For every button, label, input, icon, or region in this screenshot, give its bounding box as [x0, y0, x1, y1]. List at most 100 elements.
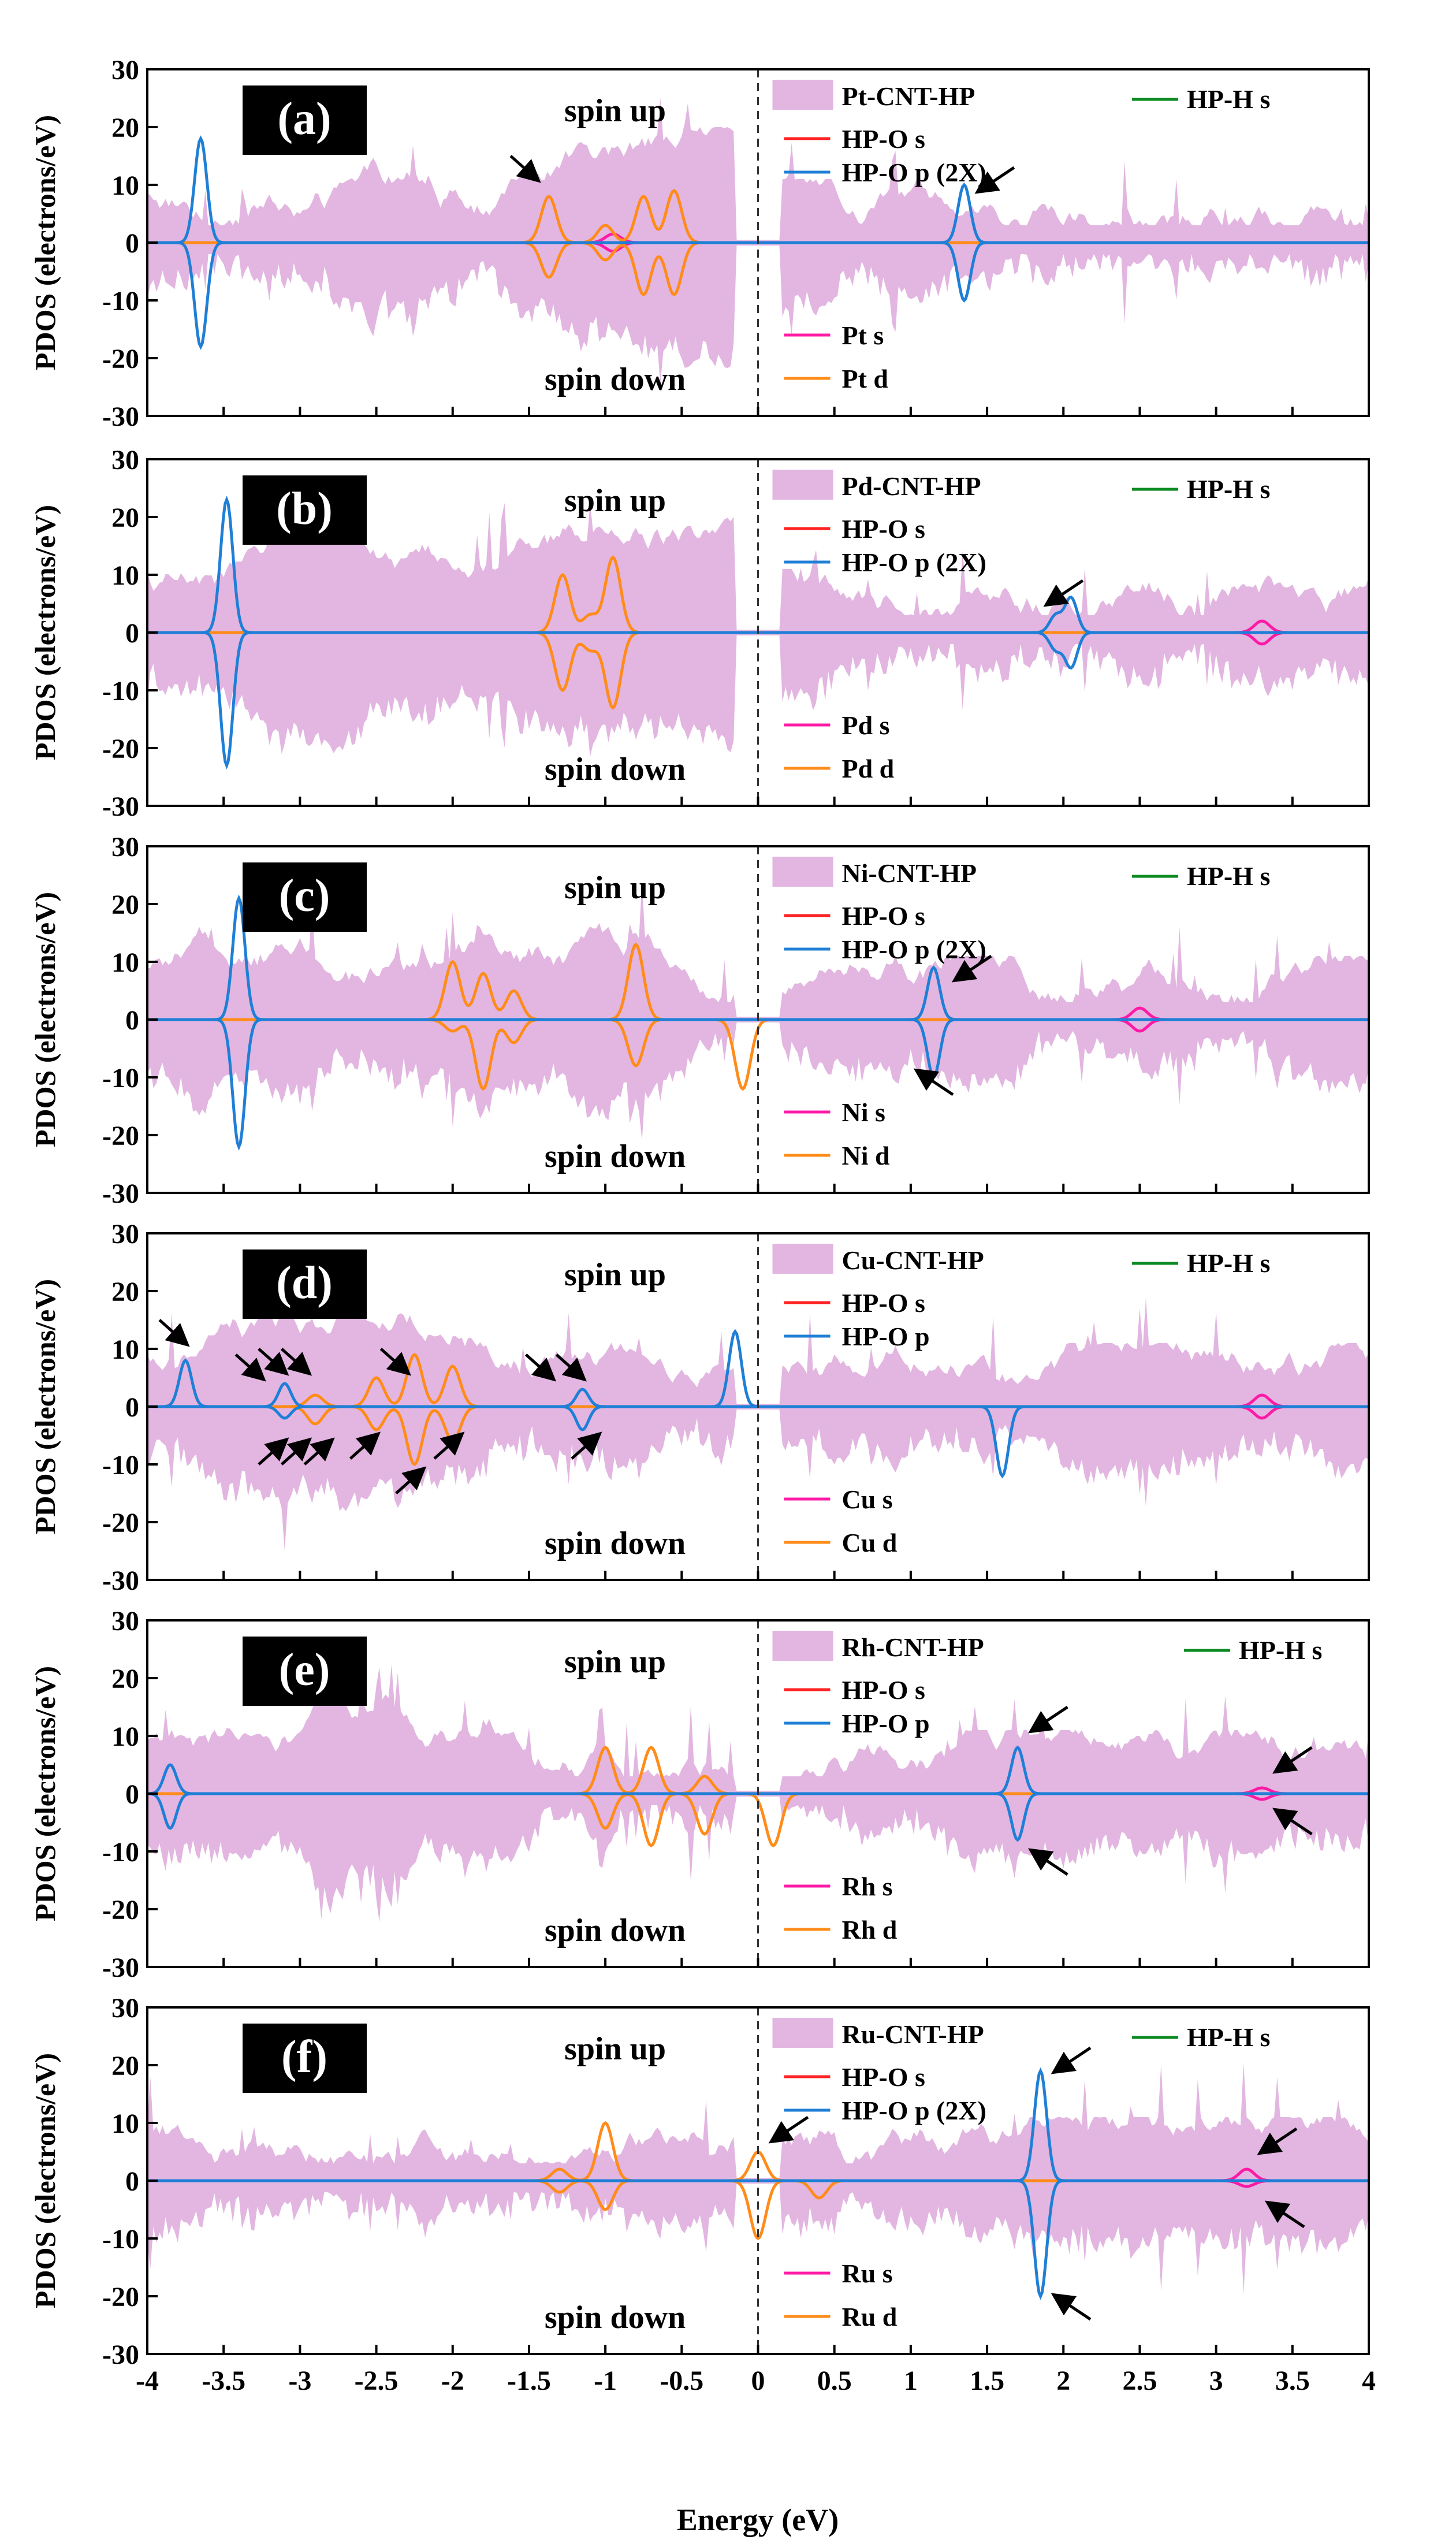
spin-up-label: spin up: [564, 93, 666, 129]
y-tick-label: -10: [102, 1450, 139, 1481]
annotation-arrow: [1028, 1705, 1068, 1734]
panel-label: (a): [277, 94, 331, 144]
panel-label-box: [243, 1249, 367, 1319]
legend-label-o-s: HP-O s: [842, 124, 925, 154]
annotation-arrow: [234, 1353, 266, 1382]
x-tick-label: -1: [594, 2366, 617, 2396]
annotation-arrow: [433, 1431, 465, 1460]
y-tick-label: 10: [111, 560, 139, 591]
annotation-arrow: [258, 1437, 289, 1466]
legend-label-m-s: Pt s: [842, 321, 884, 350]
x-tick-label: -3: [288, 2366, 311, 2396]
annotation-arrow: [1272, 1808, 1313, 1836]
x-tick-label: -2: [441, 2366, 464, 2396]
y-tick-label: -30: [102, 1565, 139, 1596]
legend-label-total: Ni-CNT-HP: [842, 858, 977, 888]
y-tick-label: 20: [111, 1664, 139, 1694]
legend-label-total: Rh-CNT-HP: [842, 1632, 984, 1662]
legend-label-h-s: HP-H s: [1187, 84, 1270, 114]
y-axis-title: PDOS (electrons/eV): [29, 2053, 61, 2308]
panel-label: (f): [281, 2032, 327, 2082]
legend-label-h-s: HP-H s: [1239, 1635, 1322, 1665]
annotation-arrow: [974, 166, 1015, 194]
y-tick-label: -20: [102, 1508, 139, 1538]
y-tick-label: 10: [111, 947, 139, 978]
spin-down-label: spin down: [545, 2300, 686, 2336]
legend-label-h-s: HP-H s: [1187, 1248, 1270, 1278]
spin-down-label: spin down: [545, 362, 686, 397]
legend-label-o-s: HP-O s: [842, 514, 925, 544]
legend-label-total: Pd-CNT-HP: [842, 471, 981, 501]
panel-label-box: [243, 2024, 367, 2093]
y-tick-label: 0: [125, 228, 139, 259]
legend: Ru-CNT-HP HP-H s HP-O s HP-O p (2X) Ru s Ru d: [772, 2018, 1270, 2331]
annotation-arrow: [1043, 579, 1084, 607]
legend-label-m-s: Ni s: [842, 1098, 885, 1127]
y-tick-label: -10: [102, 2224, 139, 2255]
legend: Rh-CNT-HP HP-H s HP-O s HP-O p Rh s Rh d: [772, 1631, 1322, 1944]
y-tick-label: -30: [102, 401, 139, 432]
panel-label: (c): [279, 871, 330, 921]
legend-label-h-s: HP-H s: [1187, 861, 1270, 891]
annotation-arrow: [555, 1353, 587, 1382]
y-tick-label: -10: [102, 1063, 139, 1094]
y-tick-label: 20: [111, 890, 139, 920]
annotation-arrow: [1257, 2127, 1298, 2155]
spin-down-label: spin down: [545, 1913, 686, 1948]
y-axis-title: PDOS (electrons/eV): [29, 1279, 61, 1534]
legend-swatch-total: [772, 1244, 833, 1274]
pdos-panel-d: 30 20 10 0 -10 -20 -30 PDOS (electrons/eV) (d) sp…: [29, 1219, 1370, 1596]
y-tick-label: 10: [111, 1334, 139, 1365]
y-tick-label: 0: [125, 1005, 139, 1036]
y-tick-label: 30: [111, 832, 139, 862]
y-tick-label: 30: [111, 445, 139, 475]
annotation-arrow: [349, 1431, 381, 1460]
y-tick-label: 30: [111, 1606, 139, 1637]
x-tick-label: -4: [136, 2366, 159, 2396]
y-tick-label: -10: [102, 676, 139, 706]
y-tick-label: 10: [111, 1721, 139, 1752]
x-tick-label: 3: [1209, 2366, 1223, 2396]
y-axis-title: PDOS (electrons/eV): [29, 1666, 61, 1921]
legend-swatch-total: [772, 470, 833, 500]
annotation-arrow: [379, 1348, 411, 1376]
annotation-arrow: [1028, 1848, 1068, 1876]
y-tick-label: 20: [111, 1277, 139, 1307]
legend-label-o-p: HP-O p: [842, 1322, 930, 1351]
y-tick-label: -30: [102, 2340, 139, 2370]
legend-label-o-p: HP-O p (2X): [842, 2096, 986, 2125]
spin-up-label: spin up: [564, 1644, 666, 1680]
annotation-arrow: [280, 1348, 312, 1376]
pdos-panel-a: 30 20 10 0 -10 -20 -30 PDOS (electrons/eV) (a) sp…: [29, 55, 1370, 432]
legend-label-o-s: HP-O s: [842, 2062, 925, 2092]
annotation-arrow: [913, 1068, 954, 1096]
y-tick-label: 0: [125, 618, 139, 649]
spin-down-label: spin down: [545, 752, 686, 787]
x-tick-label: 4: [1362, 2366, 1376, 2396]
panel-label: (e): [279, 1645, 330, 1695]
x-tick-label: -2.5: [355, 2366, 399, 2396]
y-tick-label: 10: [111, 2108, 139, 2139]
legend-label-o-s: HP-O s: [842, 1675, 925, 1705]
annotation-arrow: [258, 1348, 289, 1376]
panel-label-box: [243, 862, 367, 932]
x-axis-title: Energy (eV): [677, 2502, 839, 2537]
x-tick-label: 0.5: [817, 2366, 852, 2396]
legend-label-m-s: Pd s: [842, 711, 890, 740]
x-tick-label: 3.5: [1275, 2366, 1310, 2396]
x-tick-label: 2: [1056, 2366, 1070, 2396]
legend-label-o-p: HP-O p: [842, 1709, 930, 1738]
y-tick-label: -30: [102, 1953, 139, 1983]
legend-label-m-d: Ru d: [842, 2302, 898, 2331]
legend-label-o-p: HP-O p (2X): [842, 935, 986, 964]
pdos-panel-e: 30 20 10 0 -10 -20 -30 PDOS (electrons/eV) (e) sp…: [29, 1606, 1370, 1983]
panel-label-box: [243, 1637, 367, 1706]
y-axis-title: PDOS (electrons/eV): [29, 505, 61, 760]
annotation-arrow: [509, 155, 541, 183]
spin-down-label: spin down: [545, 1526, 686, 1561]
pdos-panel-f: 30 20 10 0 -10 -20 -30 PDOS (electrons/eV) (f) sp…: [29, 1993, 1370, 2370]
y-tick-label: 20: [111, 2051, 139, 2081]
panel-label-box: [243, 475, 367, 545]
legend-label-h-s: HP-H s: [1187, 474, 1270, 504]
annotation-arrow: [1272, 1746, 1313, 1774]
